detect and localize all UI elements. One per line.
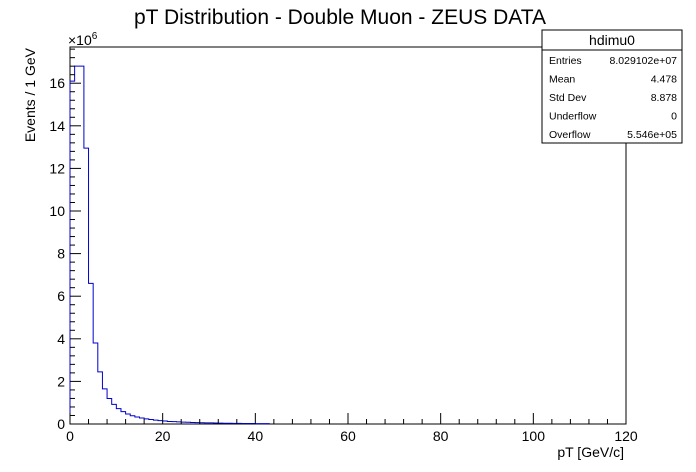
- x-tick-label: 40: [248, 428, 264, 444]
- y-multiplier-exponent: 6: [92, 31, 98, 42]
- x-tick-label: 0: [66, 428, 74, 444]
- y-tick-label: 0: [57, 416, 65, 432]
- chart-title: pT Distribution - Double Muon - ZEUS DAT…: [134, 6, 546, 29]
- stats-label: Entries: [549, 55, 582, 67]
- x-tick-label: 20: [155, 428, 171, 444]
- stats-rows: Entries 8.029102e+07 Mean 4.478 Std Dev 8.878…: [549, 55, 677, 141]
- x-tick-label: 60: [340, 428, 356, 444]
- stats-box-frame: [541, 29, 683, 144]
- x-tick-label: 120: [614, 428, 638, 444]
- stats-value: 8.878: [651, 92, 677, 104]
- y-multiplier-base: ×10: [68, 32, 92, 48]
- y-tick-label: 16: [49, 75, 65, 91]
- y-multiplier: ×106: [68, 31, 98, 48]
- stats-label: Overflow: [549, 129, 591, 141]
- y-axis-label: Events / 1 GeV: [22, 47, 38, 142]
- histogram-outline: [69, 65, 270, 425]
- stats-label: Underflow: [549, 111, 597, 123]
- stats-label: Mean: [549, 74, 575, 86]
- y-tick-label: 10: [49, 203, 65, 219]
- stats-value: 8.029102e+07: [610, 55, 678, 67]
- y-tick-label: 4: [57, 331, 65, 347]
- x-axis: 0 20 40 60 80 100 120: [66, 413, 638, 444]
- x-tick-label: 80: [433, 428, 449, 444]
- x-tick-label: 100: [522, 428, 546, 444]
- y-tick-label: 6: [57, 288, 65, 304]
- y-tick-label: 12: [49, 160, 65, 176]
- y-tick-label: 2: [57, 373, 65, 389]
- stats-label: Std Dev: [549, 92, 587, 104]
- stats-value: 0: [671, 111, 677, 123]
- y-tick-label: 14: [49, 118, 65, 134]
- stats-box-title: hdimu0: [589, 32, 635, 48]
- stats-value: 4.478: [651, 74, 677, 86]
- stats-value: 5.546e+05: [627, 129, 677, 141]
- x-axis-label: pT [GeV/c]: [557, 444, 624, 460]
- y-tick-label: 8: [57, 246, 65, 262]
- y-axis: 0 2 4 6 8 10 12 14 16: [49, 48, 81, 432]
- stats-box: hdimu0 Entries 8.029102e+07 Mean 4.478 Std D…: [541, 29, 683, 144]
